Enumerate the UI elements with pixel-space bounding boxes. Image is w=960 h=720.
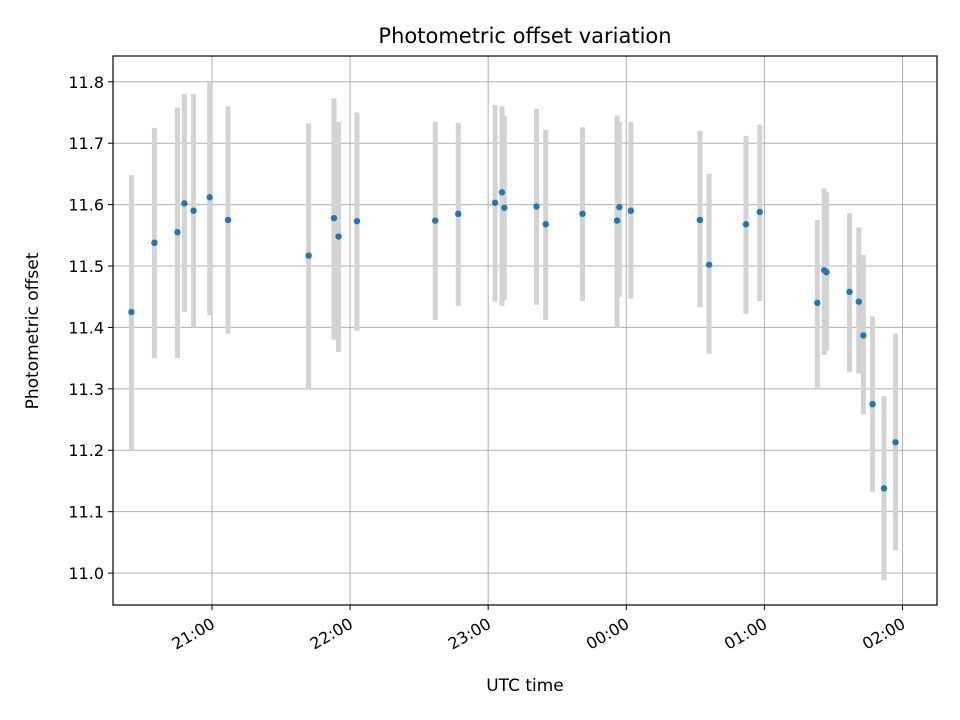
data-point <box>533 203 540 210</box>
data-point <box>330 214 338 222</box>
data-point <box>705 261 713 268</box>
y-tick-label: 11.8 <box>68 73 104 92</box>
data-points <box>128 189 899 492</box>
y-tick-label: 11.4 <box>68 318 104 337</box>
error-bars <box>128 81 899 581</box>
chart-title: Photometric offset variation <box>378 24 671 48</box>
y-tick-label: 11.1 <box>68 503 104 522</box>
plot-frame <box>112 55 938 606</box>
x-tick-label: 00:00 <box>583 614 632 654</box>
data-point <box>353 217 361 225</box>
data-point <box>224 216 232 224</box>
y-tick-label: 11.7 <box>68 134 104 153</box>
data-point <box>860 332 867 339</box>
data-point <box>892 439 899 446</box>
data-point <box>491 199 499 206</box>
y-tick-label: 11.0 <box>68 564 104 583</box>
data-point <box>455 210 462 218</box>
data-point <box>814 299 821 307</box>
data-point <box>206 194 213 201</box>
data-point <box>501 204 508 211</box>
x-tick-label: 22:00 <box>307 614 356 654</box>
data-point <box>823 268 830 276</box>
data-point <box>432 217 439 224</box>
data-point <box>181 200 188 207</box>
x-tick-label: 21:00 <box>169 614 218 654</box>
data-point <box>542 221 549 228</box>
data-point <box>627 207 635 214</box>
y-axis-label: Photometric offset <box>23 252 43 409</box>
data-point <box>616 203 623 211</box>
grid <box>113 56 937 605</box>
data-point <box>855 298 862 305</box>
data-point <box>742 221 750 228</box>
y-tick-label: 11.2 <box>68 441 104 460</box>
data-point <box>756 208 763 216</box>
data-point <box>305 252 312 259</box>
x-tick-label: 23:00 <box>445 614 494 654</box>
data-point <box>151 239 158 246</box>
data-point <box>335 233 342 240</box>
data-point <box>174 229 181 236</box>
y-tick-label: 11.6 <box>68 196 104 215</box>
data-point <box>880 485 888 492</box>
data-point <box>613 217 621 224</box>
data-point <box>190 207 197 214</box>
data-point <box>498 189 506 196</box>
x-tick-label: 02:00 <box>859 614 908 654</box>
data-point <box>579 210 586 218</box>
data-point <box>696 216 704 224</box>
data-point <box>128 308 135 316</box>
data-point <box>869 400 876 408</box>
data-point <box>846 288 853 296</box>
y-tick-label: 11.3 <box>68 380 104 399</box>
x-tick-label: 01:00 <box>721 614 770 654</box>
x-axis-label: UTC time <box>486 676 564 696</box>
y-tick-label: 11.5 <box>68 257 104 276</box>
